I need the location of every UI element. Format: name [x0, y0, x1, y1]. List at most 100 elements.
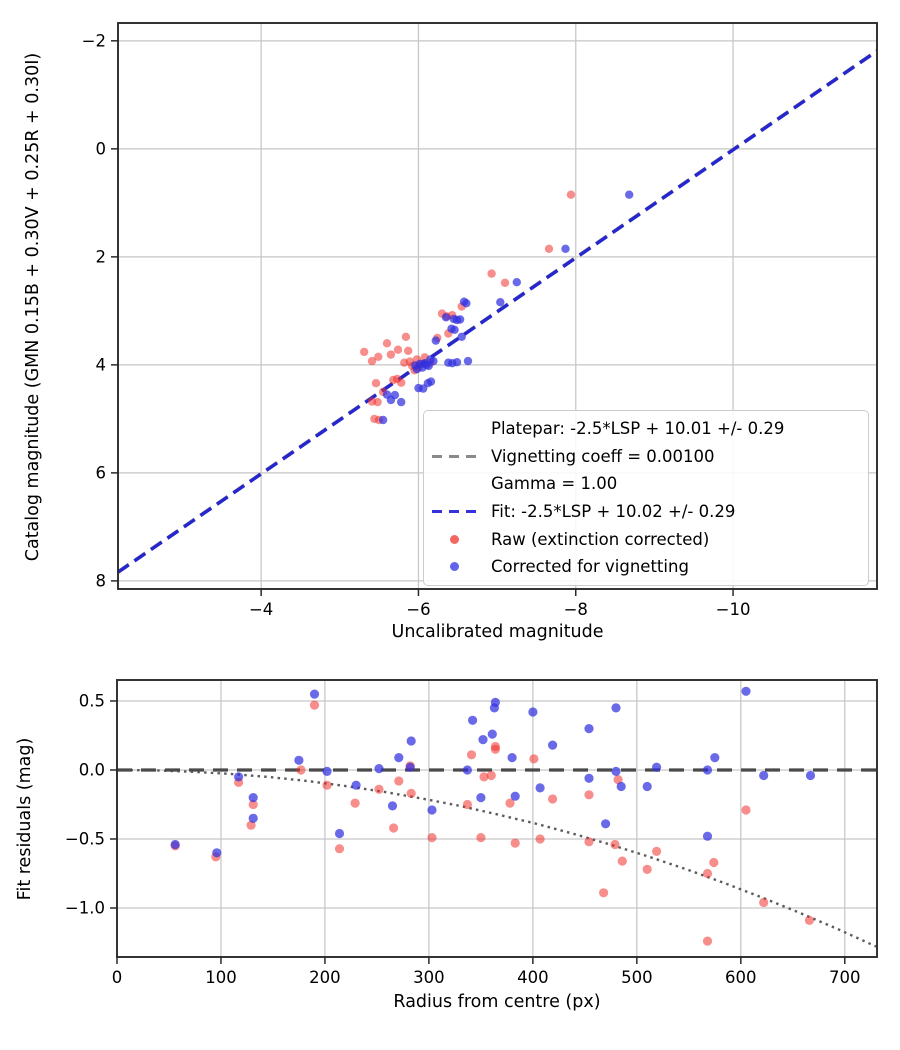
series-corrected: [170, 686, 816, 858]
data-point: [599, 888, 609, 898]
data-point: [212, 848, 222, 858]
blue-dashed-line-icon: [431, 498, 477, 526]
data-point: [535, 834, 545, 844]
data-point: [322, 766, 332, 777]
data-point: [248, 813, 258, 823]
data-point: [334, 828, 345, 839]
tick-labels: −4 −6 −8 −10 −2 0 2 4 6 8: [82, 31, 751, 619]
data-point: [462, 299, 471, 308]
data-point: [397, 397, 406, 407]
data-point: [374, 784, 384, 794]
legend-label: Platepar: -2.5*LSP + 10.01 +/- 0.29: [491, 419, 785, 439]
data-point: [566, 190, 576, 199]
y-tick-label: 0.0: [79, 760, 105, 779]
data-point: [431, 336, 440, 345]
data-point: [394, 776, 404, 786]
data-point: [584, 837, 594, 847]
legend-row-raw: Raw (extinction corrected): [431, 525, 860, 553]
data-point: [170, 839, 180, 850]
data-point: [709, 857, 719, 868]
data-point: [400, 358, 409, 367]
x-tick-label: 200: [309, 968, 341, 987]
data-point: [741, 686, 751, 696]
data-point: [702, 765, 713, 775]
data-point: [476, 793, 486, 803]
data-point: [610, 839, 620, 850]
x-tick-label: 600: [725, 968, 757, 987]
data-point: [248, 799, 258, 810]
y-tick-label: 8: [96, 571, 107, 590]
data-point: [642, 864, 652, 875]
x-tick-label: 700: [829, 968, 861, 987]
data-point: [378, 415, 388, 425]
data-point: [584, 724, 594, 734]
data-point: [309, 689, 320, 699]
data-point: [367, 356, 377, 366]
data-point: [544, 244, 554, 253]
data-point: [394, 753, 404, 763]
data-point: [334, 844, 345, 854]
data-point: [420, 359, 429, 368]
data-point: [382, 339, 392, 348]
data-point: [479, 772, 489, 782]
gridlines: [116, 680, 877, 957]
data-point: [351, 780, 361, 790]
data-point: [507, 753, 517, 763]
data-point: [702, 936, 713, 946]
data-point: [466, 750, 477, 760]
y-tick-label: 6: [96, 463, 107, 482]
data-point: [406, 736, 416, 746]
data-point: [584, 790, 594, 800]
data-point: [386, 395, 396, 405]
data-point: [360, 347, 369, 357]
blue-dot-icon: [431, 553, 477, 581]
bottom-x-axis-label: Radius from centre (px): [393, 992, 601, 1012]
data-point: [387, 801, 398, 811]
fit-line: [117, 49, 878, 574]
no-marker: [431, 415, 477, 443]
data-point: [478, 735, 488, 745]
data-point: [248, 793, 258, 803]
y-tick-label: −1.0: [65, 899, 105, 918]
data-point: [423, 379, 433, 388]
data-point: [759, 770, 769, 781]
data-point: [584, 773, 594, 783]
legend-label: Raw (extinction corrected): [491, 529, 710, 549]
data-point: [401, 332, 411, 341]
data-point: [535, 783, 545, 793]
series-raw: [360, 190, 576, 425]
data-point: [367, 397, 377, 406]
data-point: [528, 707, 538, 717]
legend: Platepar: -2.5*LSP + 10.01 +/- 0.29 Vign…: [423, 410, 869, 586]
data-point: [652, 762, 662, 772]
no-marker: [431, 470, 477, 498]
data-point: [611, 703, 621, 713]
data-point: [487, 729, 497, 739]
data-point: [462, 765, 472, 775]
y-tick-label: 0: [96, 139, 107, 158]
data-point: [601, 819, 611, 829]
data-point: [389, 823, 399, 833]
data-point: [397, 378, 406, 387]
data-point: [457, 332, 466, 341]
data-point: [759, 897, 769, 908]
data-point: [411, 361, 420, 370]
data-point: [234, 772, 244, 782]
data-point: [309, 700, 320, 710]
x-tick-label: 500: [621, 968, 653, 987]
data-point: [374, 764, 384, 774]
vignetting-curve: [116, 768, 877, 948]
data-point: [490, 744, 500, 754]
data-point: [548, 794, 558, 804]
data-point: [510, 791, 520, 801]
data-point: [505, 798, 515, 808]
data-point: [468, 715, 478, 725]
data-point: [371, 379, 381, 388]
y-tick-label: 4: [96, 355, 107, 374]
legend-row-gamma: Gamma = 1.00: [431, 470, 860, 498]
x-tick-label: −8: [564, 600, 588, 619]
data-point: [804, 915, 815, 926]
data-point: [350, 798, 360, 808]
